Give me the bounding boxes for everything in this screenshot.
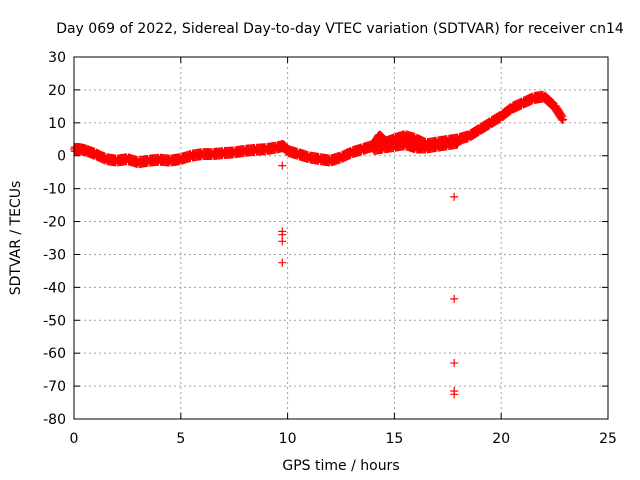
x-tick-label: 15 (385, 431, 403, 447)
data-points (70, 90, 568, 399)
axes: 0 5 10 15 20 25 30 20 10 0 -10 -20 -30 -40 -50 -60 -70 -8… (43, 50, 617, 447)
chart-title: Day 069 of 2022, Sidereal Day-to-day VTE… (56, 21, 624, 37)
x-tick-label: 20 (492, 431, 510, 447)
y-tick-label: -40 (43, 280, 66, 296)
data-point (278, 161, 287, 170)
y-tick-label: -50 (43, 313, 66, 329)
data-point (450, 294, 459, 303)
data-point (278, 258, 287, 267)
x-tick-label: 25 (599, 431, 617, 447)
y-tick-label: 20 (48, 83, 66, 99)
y-tick-label: -20 (43, 215, 66, 231)
y-tick-label: 30 (48, 50, 66, 66)
plot-frame (73, 56, 609, 420)
y-tick-label: -10 (43, 182, 66, 198)
data-point (454, 138, 463, 147)
y-tick-label: -80 (43, 412, 66, 428)
y-axis-label: SDTVAR / TECUs (8, 181, 24, 296)
data-point (450, 390, 459, 399)
data-point (278, 237, 287, 246)
x-tick-label: 0 (70, 431, 79, 447)
data-point (559, 115, 568, 124)
x-axis-label: GPS time / hours (282, 458, 399, 474)
data-point (558, 116, 567, 125)
data-point (450, 192, 459, 201)
y-tick-label: 10 (48, 116, 66, 132)
y-tick-label: -60 (43, 346, 66, 362)
x-tick-label: 10 (279, 431, 297, 447)
y-tick-label: -70 (43, 379, 66, 395)
y-tick-label: -30 (43, 247, 66, 263)
x-tick-label: 5 (176, 431, 185, 447)
y-tick-label: 0 (57, 149, 66, 165)
data-point (450, 359, 459, 368)
